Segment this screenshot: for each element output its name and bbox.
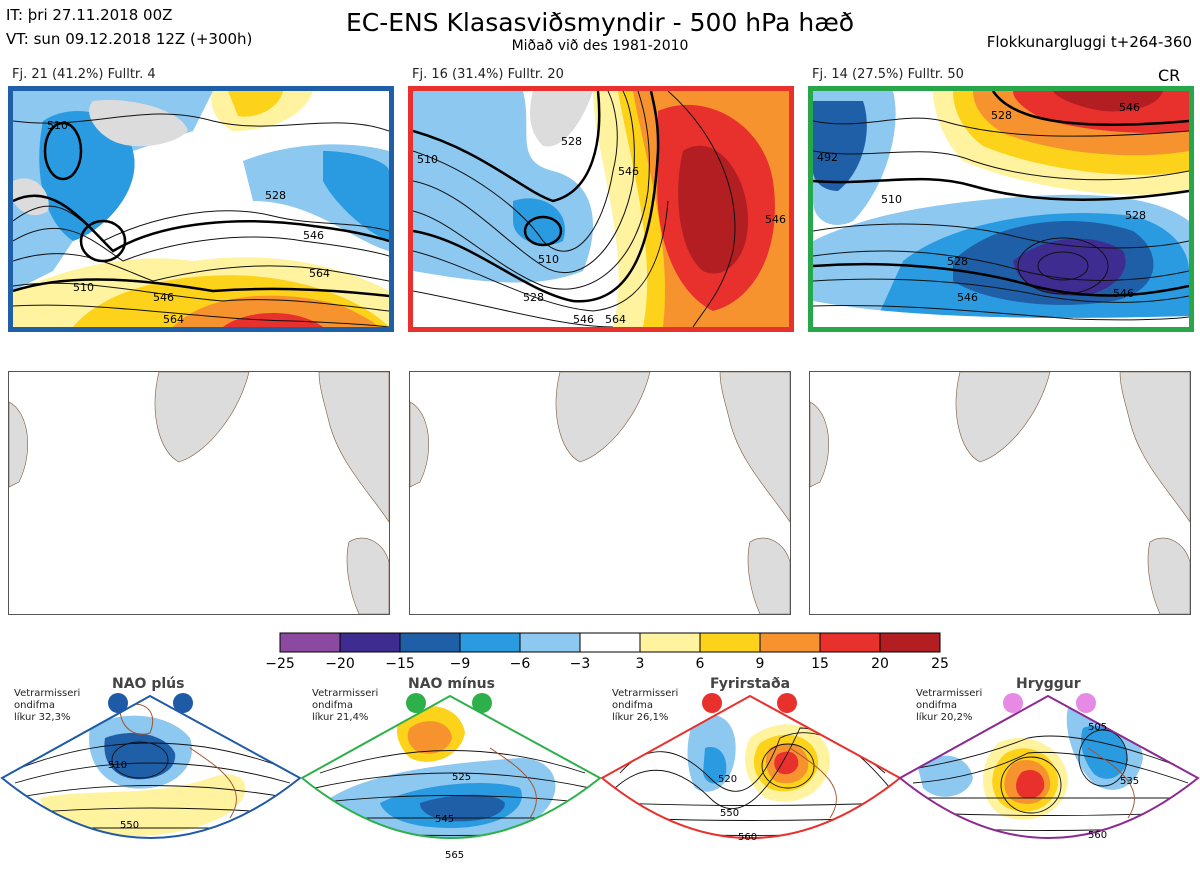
contour-label: 528	[991, 109, 1012, 122]
contour-label: 525	[452, 772, 471, 783]
regime-3-frame	[600, 694, 902, 839]
contour-label: 510	[881, 193, 902, 206]
colorbar-swatch	[399, 632, 461, 653]
cluster-1-map: 510 528 546 564 510 546 564	[8, 86, 394, 332]
contour-label: 528	[1125, 209, 1146, 222]
colorbar-tick-label: 20	[871, 656, 889, 672]
colorbar-swatch	[579, 632, 641, 653]
colorbar-swatch	[819, 632, 881, 653]
colorbar-tick-label: 25	[931, 656, 949, 672]
regime-1-map: 510 550	[0, 688, 302, 871]
regime-2-frame	[300, 694, 602, 839]
colorbar-swatch	[759, 632, 821, 653]
cluster-3-caption: Fj. 14 (27.5%) Fulltr. 50	[812, 67, 964, 82]
colorbar-swatches	[279, 632, 941, 653]
colorbar-tick-label: 6	[695, 656, 705, 672]
contour-label: 546	[618, 165, 639, 178]
colorbar-swatch	[519, 632, 581, 653]
contour-label: 545	[435, 814, 454, 825]
colorbar-swatch	[879, 632, 941, 653]
regime-3-name: Fyrirstaða	[710, 676, 791, 692]
regime-4-name: Hryggur	[1016, 676, 1081, 692]
colorbar-tick-label: −6	[509, 656, 531, 672]
contour-label: 546	[573, 313, 594, 326]
contour-label: 510	[538, 253, 559, 266]
empty-map-3	[809, 371, 1191, 615]
colorbar-tick-label: 3	[635, 656, 645, 672]
initial-time: IT: þri 27.11.2018 00Z	[6, 6, 173, 24]
colorbar-tick-label: 15	[811, 656, 829, 672]
colorbar	[279, 632, 942, 653]
valid-time: VT: sun 09.12.2018 12Z (+300h)	[6, 30, 253, 48]
regime-2-map: 525 545 565	[300, 688, 602, 871]
empty-map-1	[8, 371, 390, 615]
colorbar-tick-label: −9	[449, 656, 471, 672]
regime-2-note: Vetrarmisseri ondifma líkur 21,4%	[312, 688, 379, 723]
regime-3-note: Vetrarmisseri ondifma líkur 26,1%	[612, 688, 679, 723]
contour-label: 505	[1088, 722, 1107, 733]
contour-label: 565	[445, 850, 464, 861]
contour-label: 546	[1119, 101, 1140, 114]
page-subtitle: Miðað við des 1981-2010	[511, 38, 689, 54]
colorbar-tick-label: 9	[755, 656, 765, 672]
regime-1-dot	[108, 693, 128, 713]
contour-label: 564	[163, 313, 184, 326]
contour-label: 535	[1120, 776, 1139, 787]
contour-label: 510	[73, 281, 94, 294]
empty-map-2	[409, 371, 791, 615]
regime-4-dot	[1003, 693, 1023, 713]
regime-3-map: 520 550 560	[600, 688, 902, 871]
contour-label: 546	[1113, 287, 1134, 300]
colorbar-tick-label: −25	[265, 656, 295, 672]
colorbar-tick-label: −20	[325, 656, 355, 672]
cluster-2-map: 528 546 546 510 510 528 546 564	[408, 86, 794, 332]
cluster-3-map: 546 528 492 510 528 528 546 546	[808, 86, 1194, 332]
contour-label: 560	[1088, 830, 1107, 841]
contour-label: 550	[720, 808, 739, 819]
contour-label: 560	[738, 832, 757, 843]
colorbar-swatch	[699, 632, 761, 653]
regime-4-dot	[1076, 693, 1096, 713]
contour-label: 546	[303, 229, 324, 242]
contour-label: 510	[108, 760, 127, 771]
contour-label: 520	[718, 774, 737, 785]
cluster-1-caption: Fj. 21 (41.2%) Fulltr. 4	[12, 67, 156, 82]
regime-2-dot	[406, 693, 426, 713]
contour-label: 546	[153, 291, 174, 304]
colorbar-swatch	[279, 632, 341, 653]
contour-label: 550	[120, 820, 139, 831]
contour-label: 528	[561, 135, 582, 148]
contour-label: 510	[47, 119, 68, 132]
contour-label: 528	[947, 255, 968, 268]
regime-4-map: 505 535 560	[898, 688, 1200, 871]
cr-label: CR	[1158, 66, 1181, 85]
regime-4-note: Vetrarmisseri ondifma líkur 20,2%	[916, 688, 983, 723]
colorbar-tick-label: −3	[569, 656, 591, 672]
colorbar-swatch	[639, 632, 701, 653]
contour-label: 492	[817, 151, 838, 164]
regime-1-note: Vetrarmisseri ondifma líkur 32,3%	[14, 688, 81, 723]
colorbar-tick-label: −15	[385, 656, 415, 672]
regime-3-dot	[702, 693, 722, 713]
regime-4-frame	[898, 694, 1200, 839]
regime-1-dot	[173, 693, 193, 713]
colorbar-swatch	[459, 632, 521, 653]
contour-label: 564	[605, 313, 626, 326]
regime-2-name: NAO mínus	[408, 676, 495, 692]
contour-label: 546	[765, 213, 786, 226]
regime-1-frame	[0, 694, 302, 839]
regime-1-name: NAO plús	[112, 676, 185, 692]
contour-label: 528	[265, 189, 286, 202]
contour-label: 564	[309, 267, 330, 280]
colorbar-swatch	[339, 632, 401, 653]
cluster-2-caption: Fj. 16 (31.4%) Fulltr. 20	[412, 67, 564, 82]
contour-label: 546	[957, 291, 978, 304]
classification-window: Flokkunargluggi t+264-360	[986, 33, 1192, 51]
page-title: EC-ENS Klasasviðsmyndir - 500 hPa hæð	[345, 8, 855, 37]
regime-2-dot	[472, 693, 492, 713]
contour-label: 510	[417, 153, 438, 166]
contour-label: 528	[523, 291, 544, 304]
regime-3-dot	[777, 693, 797, 713]
